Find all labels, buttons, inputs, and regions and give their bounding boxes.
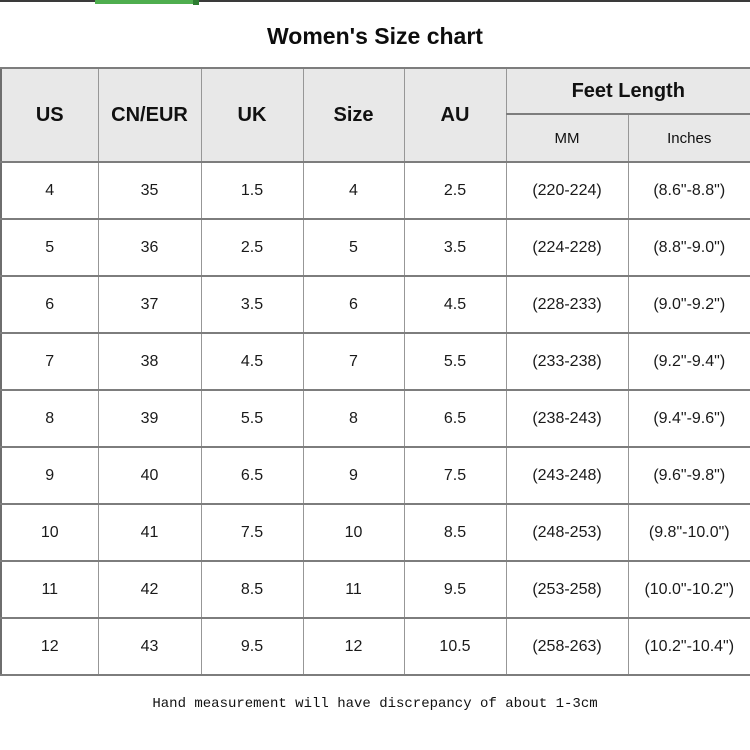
table-cell: (9.4"-9.6") <box>627 389 750 448</box>
table-cell: 9.5 <box>403 560 507 619</box>
table-cell: 9.5 <box>200 617 304 676</box>
table-cell: 2.5 <box>403 161 507 220</box>
header-us: US <box>0 67 99 163</box>
table-cell: 12 <box>0 617 99 676</box>
table-row: 4 35 1.5 4 2.5 (220-224) (8.6"-8.8") <box>0 161 750 220</box>
table-row: 12 43 9.5 12 10.5 (258-263) (10.2"-10.4") <box>0 617 750 676</box>
table-cell: 5 <box>302 218 405 277</box>
table-row: 9 40 6.5 9 7.5 (243-248) (9.6"-9.8") <box>0 446 750 505</box>
table-cell: (8.8"-9.0") <box>627 218 750 277</box>
table-cell: 42 <box>97 560 202 619</box>
table-cell: 8 <box>0 389 99 448</box>
progress-bar <box>95 0 199 5</box>
header-cn-eur: CN/EUR <box>97 67 202 163</box>
table-cell: 10 <box>0 503 99 562</box>
table-row: 5 36 2.5 5 3.5 (224-228) (8.8"-9.0") <box>0 218 750 277</box>
table-cell: (224-228) <box>505 218 629 277</box>
table-cell: (9.6"-9.8") <box>627 446 750 505</box>
size-rows: 4 35 1.5 4 2.5 (220-224) (8.6"-8.8") 5 36 2.5 5 3.5… <box>0 161 750 676</box>
table-cell: 36 <box>97 218 202 277</box>
table-cell: 4.5 <box>200 332 304 391</box>
table-cell: 41 <box>97 503 202 562</box>
table-cell: 11 <box>0 560 99 619</box>
table-cell: 8.5 <box>200 560 304 619</box>
table-cell: 3.5 <box>200 275 304 334</box>
table-row: 11 42 8.5 11 9.5 (253-258) (10.0"-10.2") <box>0 560 750 619</box>
table-cell: 9 <box>0 446 99 505</box>
table-cell: 9 <box>302 446 405 505</box>
header-au: AU <box>403 67 507 163</box>
table-cell: 7.5 <box>200 503 304 562</box>
table-cell: (233-238) <box>505 332 629 391</box>
top-divider-line <box>0 0 750 5</box>
table-cell: 1.5 <box>200 161 304 220</box>
table-cell: (238-243) <box>505 389 629 448</box>
table-row: 8 39 5.5 8 6.5 (238-243) (9.4"-9.6") <box>0 389 750 448</box>
table-cell: 2.5 <box>200 218 304 277</box>
table-cell: 37 <box>97 275 202 334</box>
header-inches: Inches <box>627 113 750 163</box>
progress-bar-cap <box>193 0 199 5</box>
table-cell: 7 <box>0 332 99 391</box>
table-cell: 3.5 <box>403 218 507 277</box>
table-cell: 6.5 <box>200 446 304 505</box>
table-cell: (9.2"-9.4") <box>627 332 750 391</box>
header-size: Size <box>302 67 405 163</box>
table-cell: (243-248) <box>505 446 629 505</box>
size-chart-table: US CN/EUR UK Size AU Feet Length MM Inch… <box>0 67 750 676</box>
table-cell: 12 <box>302 617 405 676</box>
table-cell: 39 <box>97 389 202 448</box>
table-row: 10 41 7.5 10 8.5 (248-253) (9.8"-10.0") <box>0 503 750 562</box>
table-cell: 40 <box>97 446 202 505</box>
page-title: Women's Size chart <box>267 23 483 49</box>
table-cell: 4 <box>0 161 99 220</box>
table-cell: 7.5 <box>403 446 507 505</box>
table-header: US CN/EUR UK Size AU Feet Length MM Inch… <box>0 67 750 163</box>
table-cell: 4 <box>302 161 405 220</box>
table-cell: (9.8"-10.0") <box>627 503 750 562</box>
table-cell: 35 <box>97 161 202 220</box>
table-cell: 4.5 <box>403 275 507 334</box>
table-cell: (8.6"-8.8") <box>627 161 750 220</box>
table-cell: (248-253) <box>505 503 629 562</box>
table-cell: (10.0"-10.2") <box>627 560 750 619</box>
table-cell: 10 <box>302 503 405 562</box>
table-cell: (9.0"-9.2") <box>627 275 750 334</box>
table-cell: (258-263) <box>505 617 629 676</box>
table-cell: 10.5 <box>403 617 507 676</box>
footnote: Hand measurement will have discrepancy o… <box>152 696 598 712</box>
table-row: 6 37 3.5 6 4.5 (228-233) (9.0"-9.2") <box>0 275 750 334</box>
table-cell: (220-224) <box>505 161 629 220</box>
header-uk: UK <box>200 67 304 163</box>
table-cell: 5 <box>0 218 99 277</box>
table-cell: 6 <box>0 275 99 334</box>
table-cell: 5.5 <box>200 389 304 448</box>
table-cell: 6 <box>302 275 405 334</box>
table-row: 7 38 4.5 7 5.5 (233-238) (9.2"-9.4") <box>0 332 750 391</box>
table-cell: 8.5 <box>403 503 507 562</box>
table-cell: (253-258) <box>505 560 629 619</box>
table-cell: (10.2"-10.4") <box>627 617 750 676</box>
table-cell: 43 <box>97 617 202 676</box>
table-cell: 38 <box>97 332 202 391</box>
header-feet-length: Feet Length <box>505 67 750 115</box>
table-cell: 5.5 <box>403 332 507 391</box>
table-cell: (228-233) <box>505 275 629 334</box>
header-mm: MM <box>505 113 629 163</box>
table-cell: 6.5 <box>403 389 507 448</box>
table-cell: 11 <box>302 560 405 619</box>
table-cell: 7 <box>302 332 405 391</box>
table-cell: 8 <box>302 389 405 448</box>
